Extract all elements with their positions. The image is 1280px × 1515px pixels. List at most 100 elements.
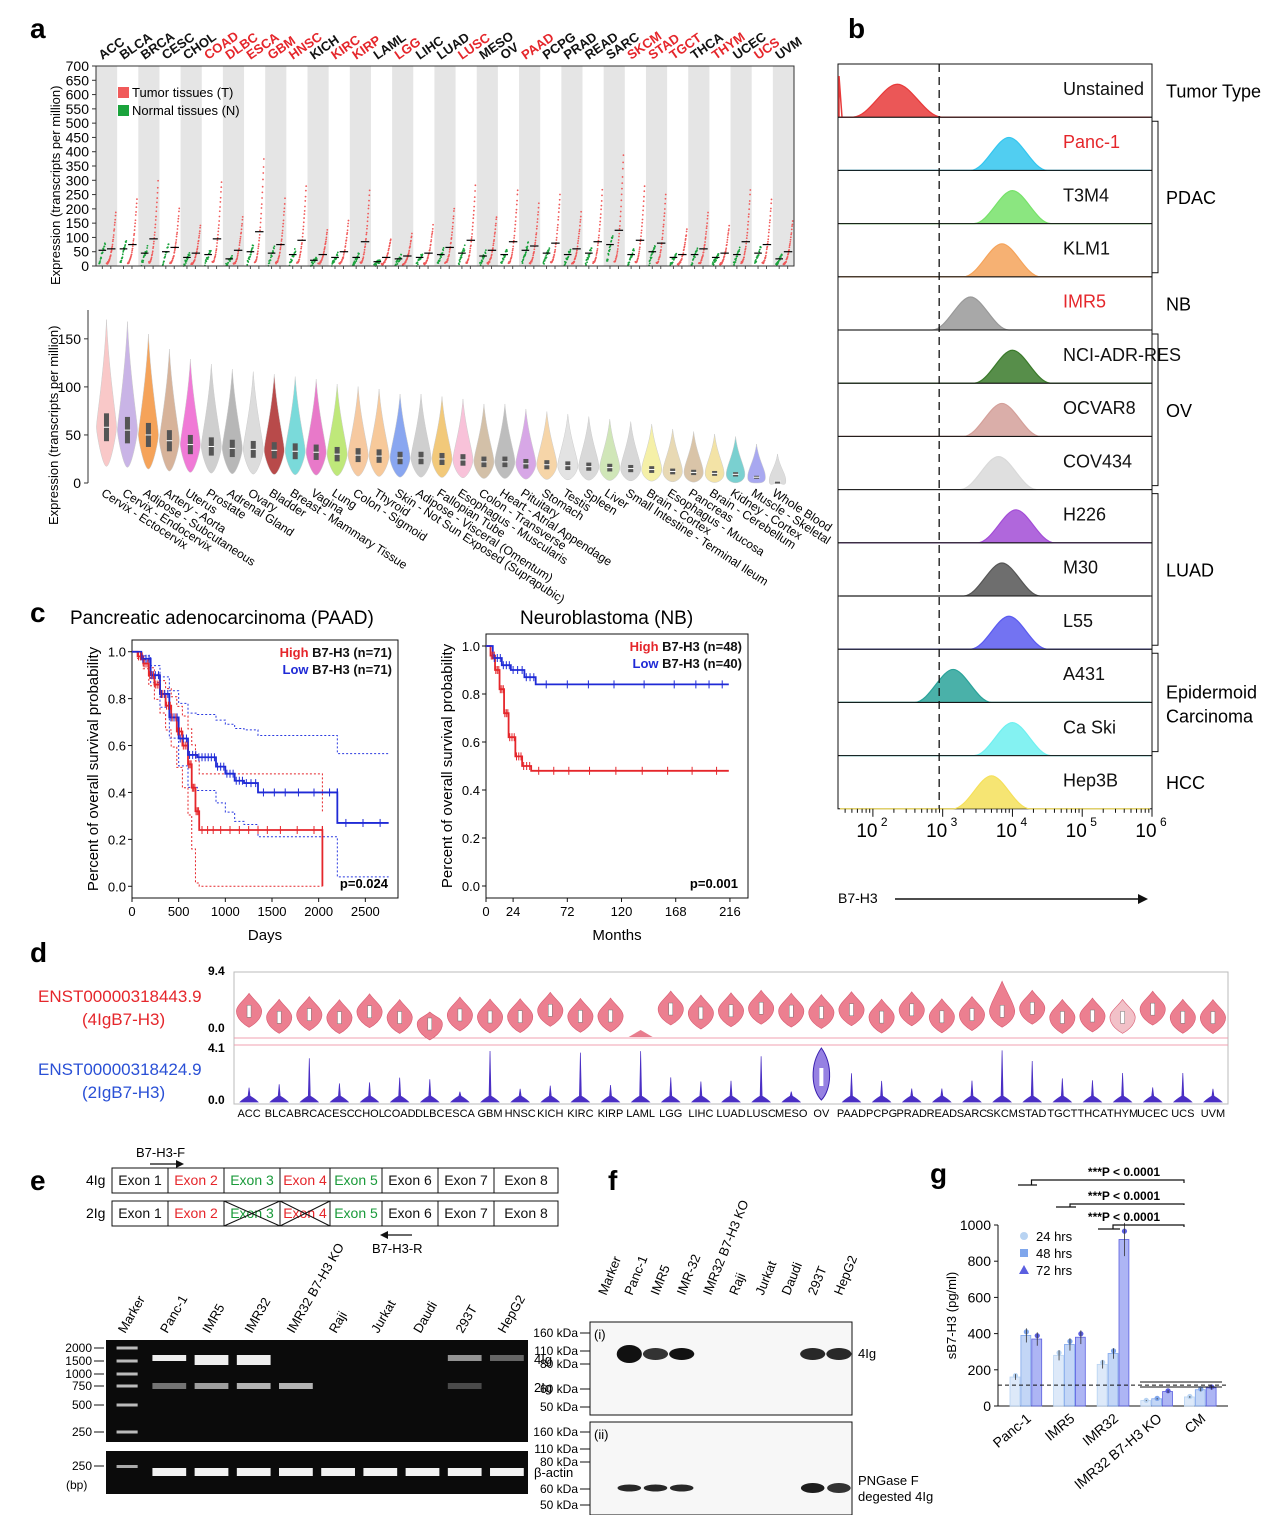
tumor-dot (598, 230, 601, 233)
tumor-dot (791, 223, 794, 226)
tumor-dot (368, 194, 371, 197)
normal-dot (548, 248, 550, 251)
marker-label: 160 kDa (533, 1425, 578, 1439)
violin-4ig-box (1120, 1011, 1125, 1024)
band-actin (321, 1468, 355, 1476)
legend-marker (1020, 1232, 1028, 1240)
bar (1194, 1389, 1206, 1407)
tumor-dot (726, 236, 729, 239)
tumor-dot (275, 262, 277, 265)
tumor-dot (620, 205, 622, 208)
tumor-dot (597, 239, 600, 242)
tumor-dot (428, 248, 431, 251)
tumor-dot (657, 260, 660, 263)
d-cancer-label: SKCM (986, 1108, 1018, 1120)
tumor-dot (640, 235, 642, 238)
x-tick-label: 1000 (211, 904, 240, 919)
normal-dot (484, 252, 487, 255)
tumor-dot (112, 238, 115, 241)
normal-dot (462, 247, 465, 250)
legend-tumor-swatch (118, 87, 129, 98)
violin-4ig-box (487, 1010, 493, 1024)
cell-line-name: A431 (1063, 664, 1105, 684)
tumor-dot (132, 238, 135, 240)
tumor-dot (151, 252, 154, 254)
tumor-dot (664, 193, 667, 196)
violin-4ig-box (457, 1008, 463, 1022)
tumor-dot (386, 255, 389, 257)
exon-label: Exon 6 (388, 1172, 432, 1188)
tumor-dot (637, 257, 639, 260)
tumor-dot (617, 241, 620, 244)
marker-label: 80 kDa (540, 1357, 578, 1371)
tumor-dot (683, 248, 685, 251)
panel-b-arrow-head (1138, 894, 1148, 904)
tumor-dot (214, 255, 217, 257)
sig-bracket (1069, 1203, 1185, 1207)
normal-dot (231, 254, 233, 257)
normal-dot (607, 253, 610, 256)
tumor-dot (598, 234, 600, 237)
tumor-dot (727, 232, 730, 234)
normal-dot (249, 255, 251, 258)
tumor-dot (344, 245, 347, 247)
tumor-dot (724, 250, 727, 253)
tumor-dot (553, 254, 556, 256)
tumor-dot (346, 225, 349, 228)
tumor-dot (790, 232, 793, 234)
tumor-dot (748, 203, 751, 205)
x-tick-label: 2500 (351, 904, 380, 919)
tumor-dot (641, 213, 644, 216)
tumor-dot (446, 259, 449, 262)
normal-dot (628, 261, 631, 264)
tumor-dot (152, 247, 154, 250)
tumor-dot (346, 233, 348, 236)
tumor-dot (595, 254, 598, 256)
normal-dot (524, 254, 526, 257)
tumor-dot (536, 221, 539, 223)
tumor-dot (156, 191, 159, 194)
violin-4ig-box (246, 1005, 252, 1018)
tumor-dot (662, 223, 665, 226)
blot-lane-label: Panc-1 (621, 1253, 650, 1297)
blot-lane-label: Jurkat (752, 1258, 779, 1297)
x-tick-label: 72 (560, 904, 574, 919)
tumor-dot (494, 224, 497, 227)
tumor-dot (535, 233, 538, 236)
tumor-dot (318, 262, 321, 265)
panel-e: e B7-H3-F 4Ig Exon 1 Exon 2 Exon 3 Exon 4 Exo… (30, 1145, 573, 1494)
marker-label: 110 kDa (534, 1344, 578, 1358)
tumor-dot (641, 218, 644, 221)
tumor-dot (325, 238, 328, 241)
normal-dot (333, 260, 336, 263)
legend-marker (1019, 1265, 1029, 1274)
violin-4ig-box (337, 1011, 342, 1024)
exon-label: Exon 2 (174, 1205, 218, 1221)
tumor-dot (177, 220, 179, 223)
x-label: Days (248, 927, 282, 944)
km-frame (485, 633, 749, 899)
exon-box (493, 1167, 559, 1194)
histogram-peak (840, 562, 1150, 597)
tumor-dot (134, 222, 137, 225)
tumor-dot (302, 225, 305, 228)
normal-dot (146, 244, 149, 247)
d-cancer-label: LGG (659, 1108, 682, 1120)
bar (1020, 1335, 1032, 1407)
normal-dot (696, 247, 699, 250)
normal-dot (416, 261, 419, 264)
tumor-dot (410, 235, 413, 238)
ladder-label: 250 (72, 1425, 92, 1439)
tumor-dot (363, 253, 365, 255)
tumor-dot (558, 198, 561, 201)
exon-cross (223, 1200, 281, 1227)
x-label: Months (592, 927, 641, 944)
tissue-violin (242, 371, 264, 475)
isoform-label: 2Ig (86, 1205, 105, 1221)
tumor-dot (451, 225, 454, 228)
tumor-dot (637, 254, 640, 257)
tumor-dot (340, 260, 343, 263)
normal-dot (104, 243, 107, 246)
blot-lane-label: 293T (805, 1264, 830, 1297)
tumor-dot (704, 238, 707, 240)
